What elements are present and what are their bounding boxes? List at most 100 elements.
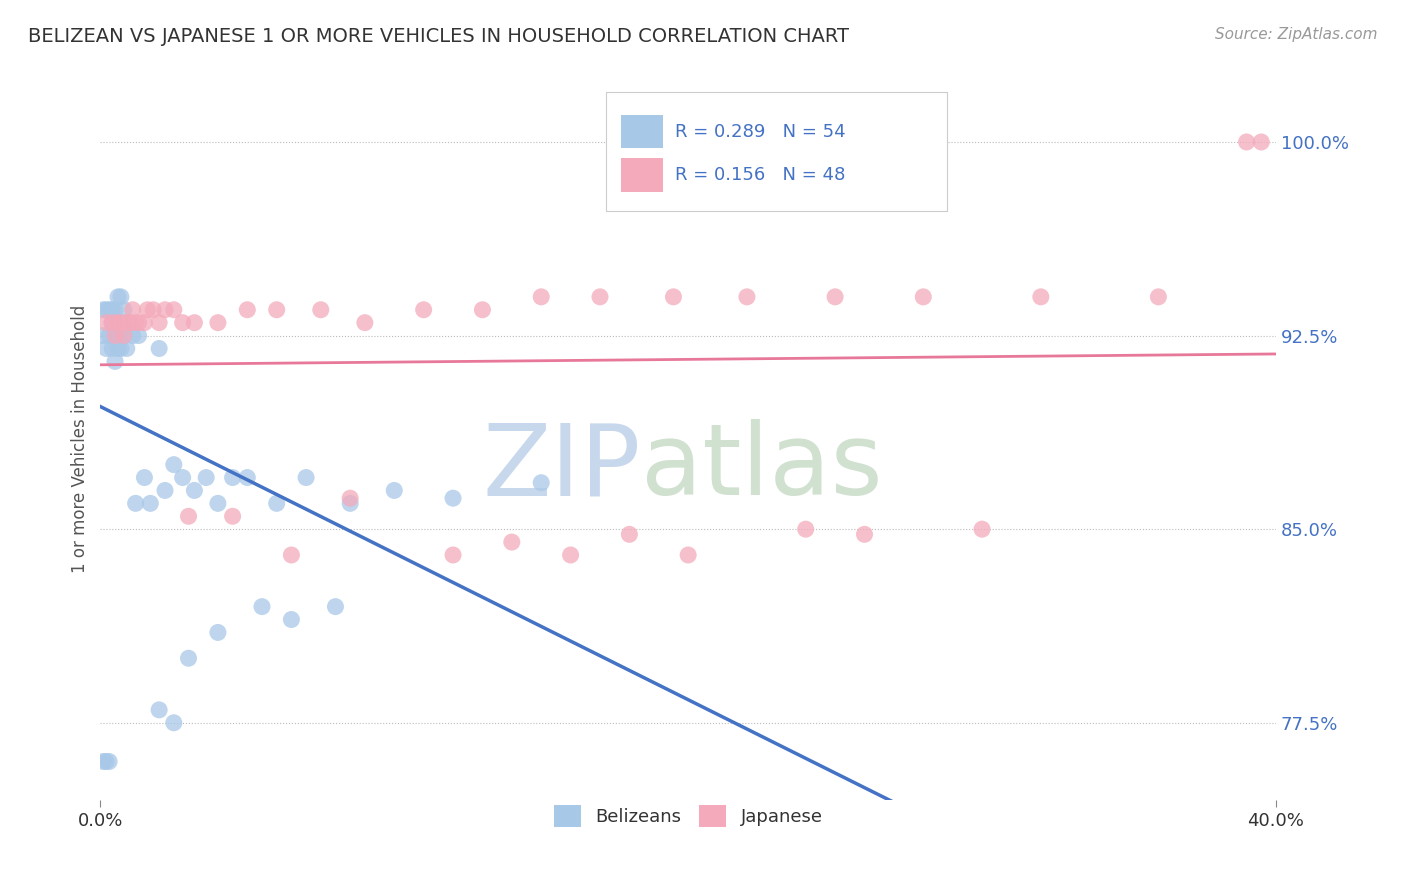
Point [115,316,138,330]
Point [104,302,127,317]
Point [112,328,135,343]
Text: R = 0.156   N = 48: R = 0.156 N = 48 [675,166,845,184]
Point [266,496,288,510]
Point [98,302,121,317]
Point [970,522,993,536]
Point [134,316,156,330]
Point [139,496,162,510]
Point [148,703,170,717]
Point [183,483,205,498]
Point [853,527,876,541]
Point [96,316,118,330]
Point [104,328,127,343]
Point [101,316,124,330]
Point [560,548,582,562]
Text: ZIP: ZIP [482,419,641,516]
Point [207,496,229,510]
Point [221,470,243,484]
Text: BELIZEAN VS JAPANESE 1 OR MORE VEHICLES IN HOUSEHOLD CORRELATION CHART: BELIZEAN VS JAPANESE 1 OR MORE VEHICLES … [28,27,849,45]
Point [619,527,641,541]
Point [177,509,200,524]
Point [1250,135,1272,149]
Y-axis label: 1 or more Vehicles in Household: 1 or more Vehicles in Household [72,305,89,573]
Point [824,290,846,304]
Point [163,302,186,317]
Point [112,328,135,343]
Point [110,290,132,304]
Point [163,458,186,472]
Point [101,302,124,317]
Point [107,342,129,356]
Point [325,599,347,614]
Point [250,599,273,614]
FancyBboxPatch shape [621,115,664,148]
FancyBboxPatch shape [606,92,946,211]
Point [207,625,229,640]
Point [136,302,159,317]
Point [107,316,129,330]
Point [382,483,405,498]
Point [280,548,302,562]
Point [266,302,288,317]
Point [1029,290,1052,304]
Point [221,509,243,524]
Point [530,290,553,304]
Point [115,316,138,330]
Point [110,316,132,330]
Point [107,290,129,304]
Legend: Belizeans, Japanese: Belizeans, Japanese [547,798,830,835]
Point [195,470,218,484]
Point [121,328,143,343]
Point [676,548,699,562]
Point [128,328,150,343]
Point [236,470,259,484]
Point [110,342,132,356]
Point [98,328,121,343]
Point [309,302,332,317]
Point [124,496,146,510]
Point [110,316,132,330]
Point [1236,135,1258,149]
Point [115,342,138,356]
Point [530,475,553,490]
Point [589,290,612,304]
Point [735,290,758,304]
Point [339,491,361,506]
FancyBboxPatch shape [621,159,664,192]
Point [101,342,124,356]
Point [172,316,194,330]
Point [412,302,434,317]
Point [163,715,186,730]
Point [912,290,935,304]
Point [104,328,127,343]
Point [112,302,135,317]
Point [183,316,205,330]
Point [96,342,118,356]
Point [148,342,170,356]
Point [794,522,817,536]
Point [98,755,121,769]
Point [295,470,318,484]
Point [96,302,118,317]
Point [91,328,114,343]
Point [662,290,685,304]
Point [96,755,118,769]
Point [107,328,129,343]
Point [107,316,129,330]
Point [118,316,141,330]
Point [441,548,464,562]
Point [280,613,302,627]
Point [104,354,127,368]
Point [177,651,200,665]
Point [207,316,229,330]
Point [124,316,146,330]
Point [118,316,141,330]
Point [1147,290,1170,304]
Point [128,316,150,330]
Point [148,316,170,330]
Point [339,496,361,510]
Point [172,470,194,484]
Point [501,535,523,549]
Point [91,302,114,317]
Point [354,316,377,330]
